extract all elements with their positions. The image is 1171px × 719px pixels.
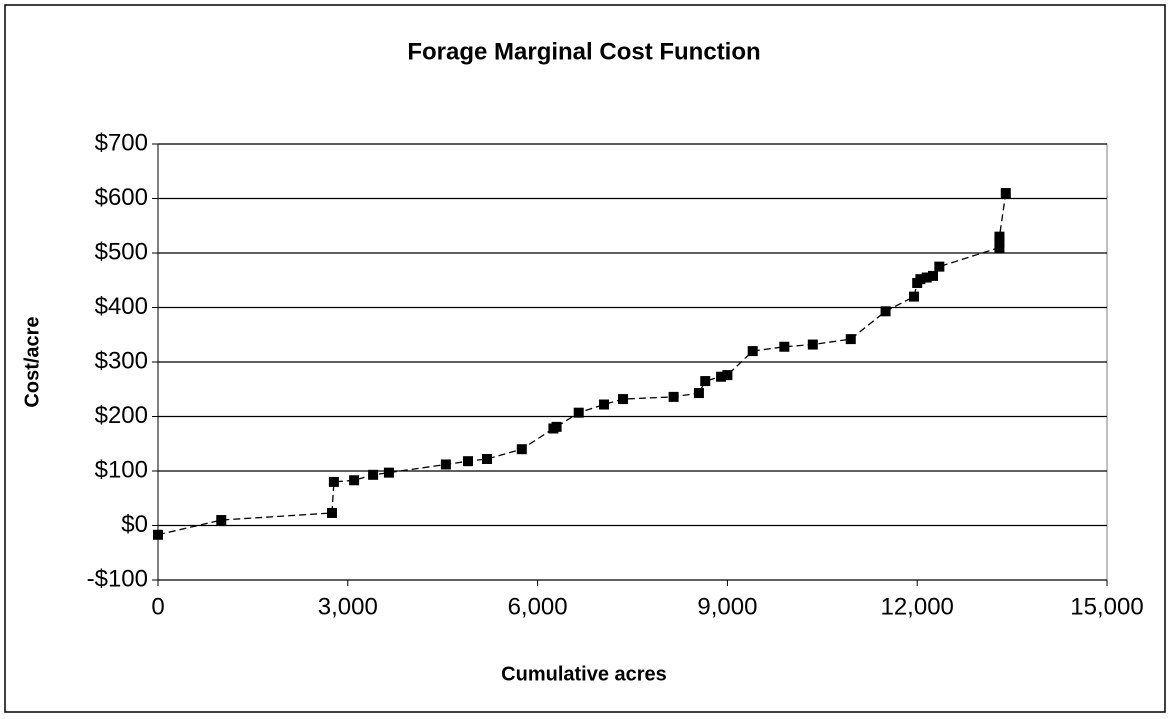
marker xyxy=(693,388,704,399)
marker xyxy=(216,515,227,526)
marker xyxy=(440,459,451,470)
marker xyxy=(807,339,818,350)
x-tick-label: 6,000 xyxy=(508,593,568,620)
x-tick-label: 12,000 xyxy=(880,593,953,620)
marker xyxy=(618,394,629,405)
marker xyxy=(326,507,337,518)
y-tick-label: $700 xyxy=(95,129,148,156)
marker xyxy=(328,476,339,487)
marker xyxy=(934,261,945,272)
marker xyxy=(1000,188,1011,199)
y-tick-label: $100 xyxy=(95,456,148,483)
marker xyxy=(668,391,679,402)
y-tick-label: -$100 xyxy=(87,565,148,592)
marker xyxy=(481,454,492,465)
marker xyxy=(921,272,932,283)
marker xyxy=(700,376,711,387)
y-tick-label: $600 xyxy=(95,184,148,211)
marker xyxy=(915,274,926,285)
marker xyxy=(383,467,394,478)
y-tick-label: $0 xyxy=(121,511,148,538)
marker xyxy=(599,399,610,410)
marker xyxy=(909,291,920,302)
x-axis-label: Cumulative acres xyxy=(501,663,667,685)
marker xyxy=(928,270,939,281)
marker xyxy=(573,407,584,418)
marker xyxy=(845,334,856,345)
marker xyxy=(463,456,474,467)
x-tick-label: 15,000 xyxy=(1070,593,1143,620)
marker xyxy=(994,237,1005,248)
marker xyxy=(153,529,163,540)
chart-title: Forage Marginal Cost Function xyxy=(407,38,760,65)
x-tick-label: 9,000 xyxy=(697,593,757,620)
y-tick-label: $500 xyxy=(95,238,148,265)
marker xyxy=(747,346,758,357)
x-tick-label: 3,000 xyxy=(318,593,378,620)
y-tick-label: $200 xyxy=(95,402,148,429)
marker xyxy=(994,231,1005,242)
marker xyxy=(722,370,733,381)
marker xyxy=(779,341,790,352)
x-tick-label: 0 xyxy=(151,593,164,620)
y-tick-label: $400 xyxy=(95,293,148,320)
marker xyxy=(994,242,1005,253)
marker xyxy=(516,444,527,455)
y-tick-label: $300 xyxy=(95,347,148,374)
marker xyxy=(551,421,562,432)
marker xyxy=(880,306,891,317)
y-axis-label: Cost/acre xyxy=(21,316,43,407)
marker xyxy=(368,469,379,480)
marker xyxy=(716,371,727,382)
marker xyxy=(349,475,360,486)
